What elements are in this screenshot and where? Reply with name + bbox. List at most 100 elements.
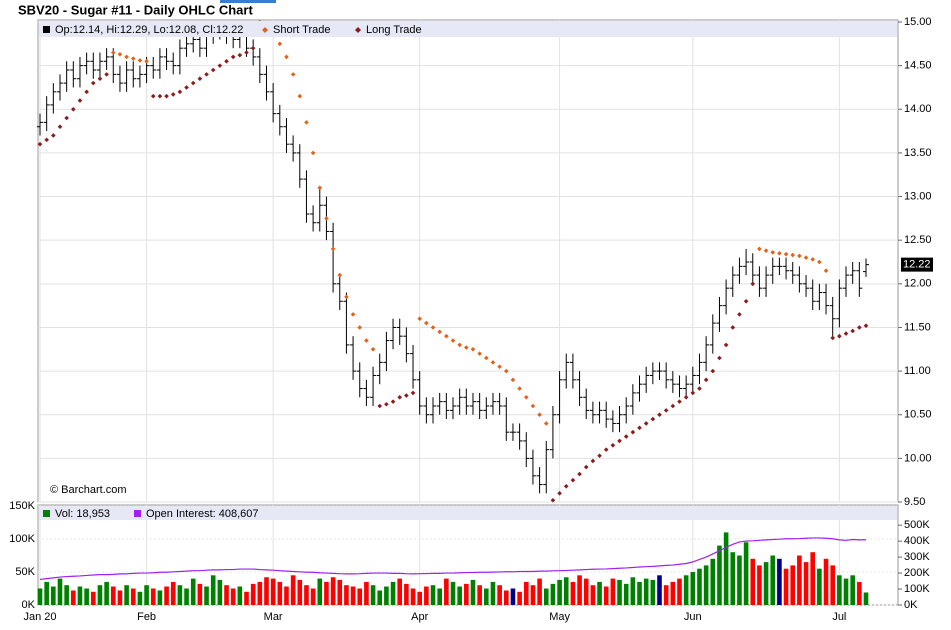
volume-bar: [797, 555, 802, 605]
volume-bar: [837, 575, 842, 605]
sar-dot: [124, 54, 129, 60]
volume-tick-label: 0K: [22, 599, 36, 611]
sar-dot: [210, 67, 216, 73]
sar-dot: [51, 133, 56, 138]
x-tick-label: Apr: [411, 611, 428, 623]
volume-bar: [257, 581, 263, 605]
sar-dot: [90, 80, 96, 86]
sar-dot: [464, 345, 469, 350]
sar-dot: [57, 124, 63, 130]
sar-dot: [390, 399, 396, 404]
volume-bar: [683, 575, 689, 605]
sar-dot: [337, 272, 343, 278]
x-tick-label: Jun: [684, 611, 702, 623]
marks: [37, 19, 869, 605]
volume-bar: [390, 581, 396, 605]
volume-bar: [730, 552, 736, 605]
volume-bar: [357, 588, 363, 605]
sar-dot: [597, 453, 602, 459]
sar-dot: [790, 252, 796, 258]
volume-bar: [51, 586, 56, 605]
sar-dot: [284, 54, 289, 60]
volume-bar: [803, 562, 809, 605]
sar-dot: [130, 56, 136, 61]
volume-bar: [470, 579, 476, 605]
volume-bar: [417, 591, 422, 605]
sar-dot: [663, 408, 669, 413]
y-tick-label: 14.50: [904, 60, 932, 72]
sar-dot: [84, 89, 89, 95]
sar-dot: [763, 248, 769, 253]
volume-bar: [670, 581, 676, 605]
sar-dot: [863, 323, 869, 329]
volume-bar: [737, 555, 742, 605]
sar-dot: [450, 338, 456, 343]
volume-bar: [663, 585, 669, 605]
sar-dot: [503, 368, 509, 374]
volume-bar: [630, 577, 636, 605]
sar-dot: [197, 76, 203, 82]
x-tick-label: May: [549, 611, 570, 623]
volume-bar: [577, 575, 582, 605]
price-plot-area: [37, 19, 899, 503]
sar-dot: [823, 268, 829, 274]
sar-dot: [397, 394, 403, 400]
volume-bar: [170, 581, 176, 605]
sar-dot: [357, 325, 363, 330]
legend-short-trade: Short Trade: [273, 24, 330, 36]
volume-bar: [810, 552, 816, 605]
sar-dot: [657, 412, 662, 418]
volume-bar: [863, 592, 869, 605]
volume-legend-band: [39, 506, 897, 520]
y-tick-label: 12.50: [904, 234, 932, 246]
volume-bar: [250, 583, 256, 605]
sar-dot: [404, 393, 409, 398]
sar-dot: [697, 386, 702, 391]
sar-dot: [297, 93, 303, 99]
volume-bar: [377, 590, 383, 605]
volume-bar: [557, 579, 562, 605]
volume-tick-label: 150K: [9, 500, 35, 512]
volume-bar: [783, 568, 789, 605]
sar-dot: [184, 85, 189, 90]
sar-dot: [797, 253, 802, 259]
volume-bar: [570, 581, 576, 605]
volume-bar: [657, 575, 662, 605]
sar-dot: [497, 364, 502, 370]
sar-dot: [350, 312, 356, 317]
sar-dot: [743, 298, 749, 304]
sar-dot: [77, 98, 83, 103]
volume-bar: [137, 591, 143, 605]
volume-bar: [244, 591, 249, 605]
volume-bar: [37, 588, 43, 605]
volume-bar: [177, 585, 183, 605]
sar-dot: [110, 50, 116, 55]
y-tick-label: 10.00: [904, 452, 932, 464]
volume-bar: [124, 585, 129, 605]
volume-bar: [843, 578, 849, 605]
volume-bar: [130, 588, 136, 605]
x-tick-label: Jul: [832, 611, 846, 623]
volume-bar: [404, 583, 409, 605]
volume-bar: [650, 579, 656, 605]
volume-bar: [643, 578, 649, 605]
volume-bar: [770, 555, 776, 605]
x-tick-label: Mar: [264, 611, 283, 623]
sar-dot: [677, 399, 682, 404]
sar-dot: [830, 335, 835, 341]
sar-dot: [157, 93, 163, 99]
volume-bar: [503, 590, 509, 605]
sar-dot: [370, 346, 376, 352]
volume-bar: [583, 578, 589, 605]
x-tick-label: Feb: [137, 611, 156, 623]
last-price-label: 12.22: [903, 259, 931, 271]
sar-dot: [837, 333, 842, 339]
sar-dot: [310, 150, 316, 156]
sar-dot: [484, 355, 489, 361]
x-tick-label: Jan 20: [23, 611, 56, 623]
sar-dot: [97, 76, 103, 82]
volume-tick-label: 100K: [9, 533, 35, 545]
sar-dot: [510, 377, 516, 383]
sar-dot: [637, 425, 642, 431]
sar-dot: [190, 80, 196, 86]
